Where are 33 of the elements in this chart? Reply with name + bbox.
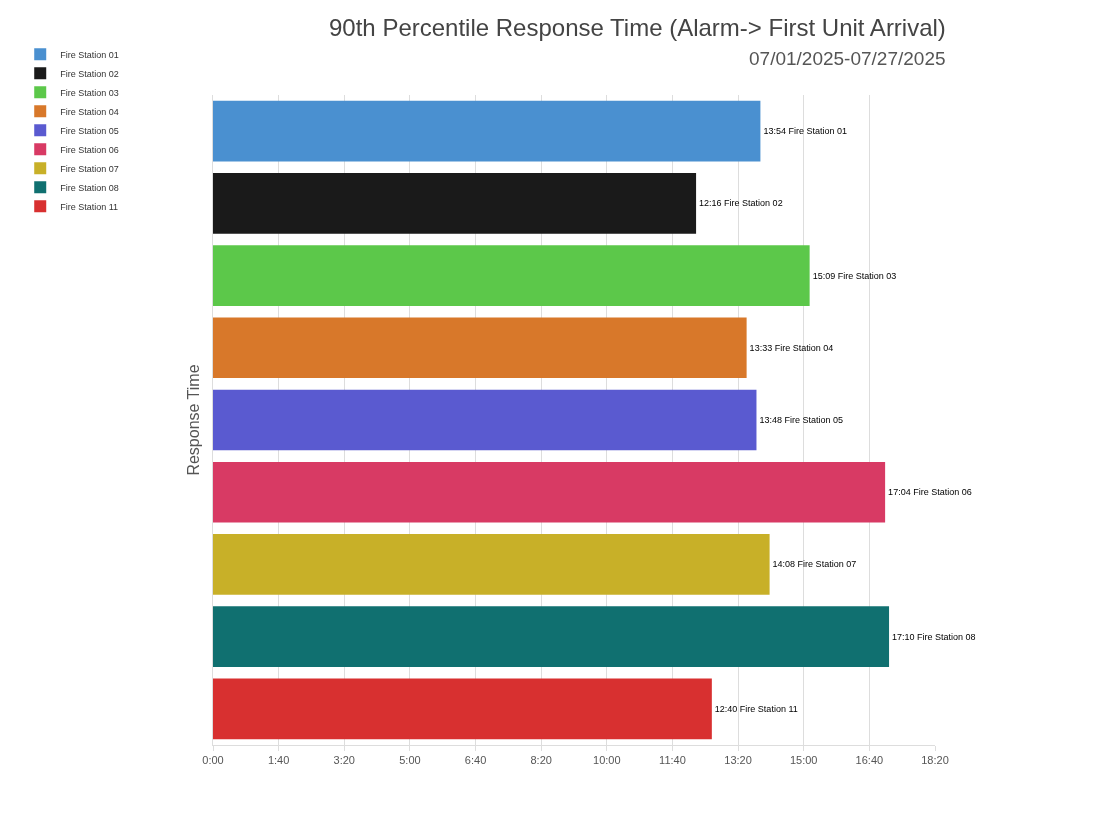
data-label: 14:08 Fire Station 07	[772, 559, 857, 570]
legend-label: Fire Station 06	[60, 144, 119, 155]
chart-title: 90th Percentile Response Time (Alarm-> First Unit Arrival)	[329, 14, 946, 41]
x-tick-label: 10:00	[593, 754, 621, 767]
x-tick-label: 16:40	[855, 754, 884, 767]
x-tick-label: 6:40	[464, 754, 487, 767]
legend-label: Fire Station 08	[60, 182, 119, 193]
legend-label: Fire Station 02	[60, 68, 119, 79]
x-tick-label: 8:20	[530, 754, 552, 767]
legend-label: Fire Station 01	[60, 49, 119, 60]
data-label: 13:33 Fire Station 04	[749, 342, 834, 353]
legend-label: Fire Station 11	[60, 201, 119, 212]
x-tick-label: 0:00	[202, 754, 224, 767]
data-label: 15:09 Fire Station 03	[812, 270, 897, 281]
data-label: 13:48 Fire Station 05	[759, 415, 844, 425]
x-tick-label: 13:20	[724, 754, 752, 767]
y-axis-title: Response Time	[184, 364, 202, 476]
x-tick-label: 15:00	[789, 754, 818, 767]
x-tick-label: 18:20	[921, 754, 949, 767]
x-tick-label: 1:40	[267, 754, 290, 767]
data-label: 12:40 Fire Station 11	[714, 703, 798, 714]
x-tick-label: 5:00	[399, 754, 421, 767]
data-label: 12:16 Fire Station 02	[699, 198, 783, 209]
chart-subtitle: 07/01/2025-07/27/2025	[749, 48, 946, 69]
legend-label: Fire Station 05	[60, 125, 119, 136]
data-label: 13:54 Fire Station 01	[763, 126, 847, 137]
data-label: 17:04 Fire Station 06	[888, 487, 972, 498]
x-tick-label: 11:40	[659, 754, 686, 767]
x-tick-label: 3:20	[333, 754, 355, 767]
legend-label: Fire Station 03	[60, 87, 119, 98]
legend-label: Fire Station 07	[60, 163, 119, 174]
data-label: 17:10 Fire Station 08	[892, 631, 976, 642]
legend-label: Fire Station 04	[60, 106, 119, 117]
